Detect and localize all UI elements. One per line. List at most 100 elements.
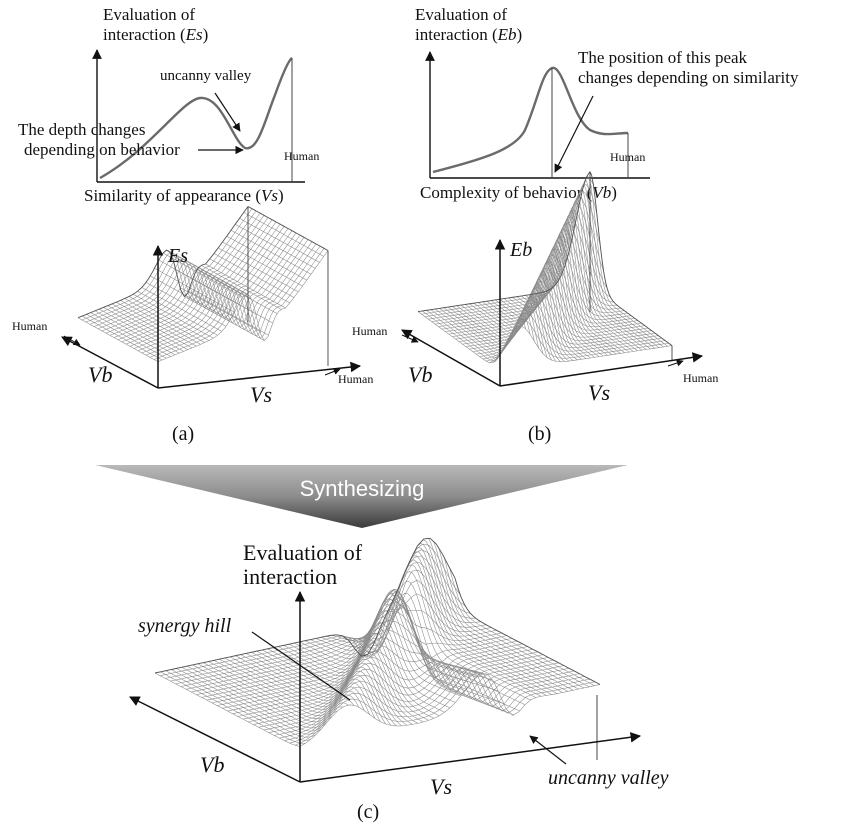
panel-a-vs-axis: [157, 361, 362, 389]
mesh-line: [422, 539, 569, 692]
mesh-line: [406, 551, 552, 695]
panel-b-vb-label: Vb: [408, 362, 432, 387]
mesh-line: [379, 580, 526, 705]
mesh-line: [449, 568, 595, 686]
panel-c-hill-pointer: [251, 631, 351, 701]
panel-b-peak-arrow: [554, 95, 594, 173]
mesh-line: [347, 591, 493, 681]
mesh-line: [417, 311, 501, 364]
panel-c-vb-axis: [129, 696, 301, 783]
panel-b-vs-label: Vs: [588, 380, 610, 405]
panel-a-valley-label: uncanny valley: [160, 68, 252, 84]
panel-b-human-left: Human: [352, 324, 387, 338]
mesh-line: [162, 252, 244, 298]
mesh-line: [508, 252, 591, 359]
mesh-line: [478, 283, 561, 362]
mesh-line: [310, 616, 456, 703]
mesh-line: [208, 661, 354, 716]
mesh-line: [568, 193, 651, 350]
mesh-line: [226, 235, 307, 281]
panel-b-x-label: Complexity of behavior (Vb): [420, 183, 617, 202]
mesh-line: [145, 282, 227, 327]
mesh-line: [521, 239, 604, 357]
panel-b-surface: Eb Vb Vs Human Human (b): [352, 171, 718, 445]
panel-c-valley-arrow: [529, 735, 567, 765]
mesh-line: [245, 653, 392, 726]
panel-b-mesh: [417, 171, 673, 364]
panel-c-vb-label: Vb: [200, 752, 224, 777]
panel-a-human-left-mark: [63, 335, 81, 346]
mesh-line: [283, 642, 429, 721]
mesh-line: [229, 656, 376, 719]
panel-b-z-label: Eb: [509, 239, 532, 261]
mesh-line: [197, 663, 343, 723]
mesh-line: [99, 308, 180, 354]
mesh-line: [304, 622, 451, 709]
mesh-line: [243, 212, 324, 257]
mesh-line: [427, 537, 574, 691]
mesh-line: [401, 555, 547, 696]
mesh-line: [390, 564, 536, 698]
panel-b-y-label-line1: Evaluation of: [415, 5, 507, 24]
mesh-line: [525, 235, 608, 356]
mesh-line: [417, 543, 563, 693]
panel-b-vs-axis: [499, 352, 704, 387]
panel-a-caption: (a): [172, 423, 194, 445]
mesh-line: [529, 231, 612, 355]
panel-a-depth-note-1: The depth changes: [18, 120, 145, 139]
mesh-line: [267, 648, 413, 725]
mesh-line: [435, 203, 608, 325]
mesh-line: [542, 218, 625, 353]
panel-c-caption: (c): [357, 801, 379, 823]
panel-a-human-right: Human: [338, 372, 373, 386]
mesh-line: [538, 222, 621, 354]
synthesizing-triangle: [95, 465, 628, 528]
mesh-line: [426, 310, 509, 359]
mesh-line: [235, 224, 316, 269]
panel-c-z-label-2: interaction: [243, 564, 337, 589]
mesh-line: [438, 547, 585, 689]
mesh-edge: [154, 537, 456, 674]
panel-c-vs-label: Vs: [430, 774, 452, 799]
panel-a-depth-note-2: depending on behavior: [24, 140, 180, 159]
mesh-line: [503, 257, 587, 359]
mesh-line: [94, 310, 176, 356]
panel-a-vs-label: Vs: [250, 382, 272, 407]
mesh-line: [160, 671, 306, 744]
mesh-line: [150, 275, 231, 321]
mesh-line: [82, 315, 163, 361]
mesh-line: [222, 241, 303, 287]
panel-b-curve: Evaluation of interaction (Eb) The posit…: [415, 5, 799, 202]
panel-b-peak-note-1: The position of this peak: [578, 48, 748, 67]
mesh-line: [232, 620, 533, 714]
mesh-line: [268, 665, 569, 733]
mesh-line: [435, 308, 518, 354]
mesh-line: [224, 657, 370, 715]
panel-a-curve: Evaluation of interaction (Es) uncanny v…: [18, 5, 319, 205]
panel-c-mesh: [154, 537, 601, 747]
mesh-line: [353, 597, 499, 692]
mesh-line: [120, 300, 201, 345]
mesh-line: [443, 307, 527, 349]
mesh-line: [433, 540, 579, 690]
mesh-line: [192, 278, 273, 324]
mesh-line: [186, 665, 333, 729]
panel-b-human-label: Human: [610, 150, 645, 164]
mesh-line: [448, 229, 621, 335]
panel-a-uncanny-curve: [99, 57, 293, 180]
synthesizing-label: Synthesizing: [300, 476, 425, 501]
mesh-line: [124, 298, 205, 343]
mesh-edge: [417, 171, 591, 313]
mesh-line: [192, 664, 338, 726]
mesh-line: [473, 287, 557, 362]
mesh-line: [205, 263, 286, 309]
mesh-line: [294, 633, 440, 716]
panel-a-human-right-mark: [324, 368, 341, 376]
mesh-line: [581, 180, 664, 348]
mesh-line: [154, 672, 301, 747]
panel-a-z-label: Es: [167, 245, 188, 267]
mesh-line: [86, 314, 167, 359]
mesh-line: [201, 265, 282, 310]
mesh-line: [165, 670, 311, 741]
